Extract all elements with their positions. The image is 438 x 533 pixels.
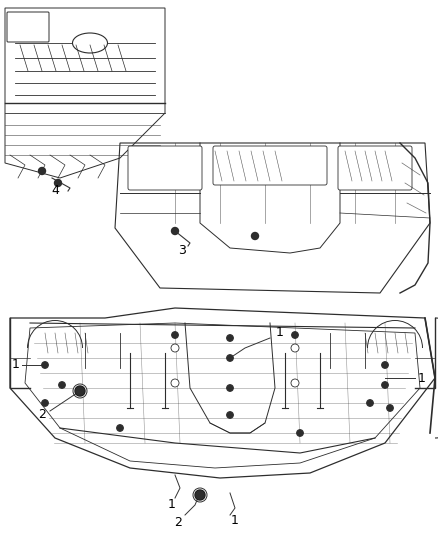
Circle shape <box>382 362 388 368</box>
Text: 1: 1 <box>418 372 426 384</box>
Circle shape <box>291 344 299 352</box>
Circle shape <box>172 228 179 235</box>
FancyBboxPatch shape <box>128 146 202 190</box>
Text: 1: 1 <box>276 327 284 340</box>
Text: 2: 2 <box>38 408 46 422</box>
Circle shape <box>117 425 123 431</box>
Circle shape <box>195 490 205 500</box>
Circle shape <box>196 491 204 499</box>
Text: 3: 3 <box>178 245 186 257</box>
Circle shape <box>73 384 87 398</box>
Circle shape <box>291 379 299 387</box>
Circle shape <box>297 430 303 436</box>
Circle shape <box>387 405 393 411</box>
Circle shape <box>227 335 233 341</box>
Circle shape <box>75 386 85 396</box>
Text: 1: 1 <box>168 498 176 512</box>
Ellipse shape <box>73 33 107 53</box>
Circle shape <box>227 412 233 418</box>
FancyBboxPatch shape <box>338 146 412 190</box>
FancyBboxPatch shape <box>213 146 327 185</box>
Text: 4: 4 <box>51 184 59 198</box>
Circle shape <box>171 379 179 387</box>
Circle shape <box>251 232 258 239</box>
Text: 2: 2 <box>174 516 182 529</box>
Circle shape <box>171 344 179 352</box>
Circle shape <box>382 382 388 388</box>
Circle shape <box>42 400 48 406</box>
Circle shape <box>59 382 65 388</box>
Circle shape <box>39 167 46 174</box>
Circle shape <box>227 385 233 391</box>
Circle shape <box>54 180 61 187</box>
Circle shape <box>227 355 233 361</box>
Circle shape <box>292 332 298 338</box>
Text: 1: 1 <box>12 359 20 372</box>
Circle shape <box>42 362 48 368</box>
FancyBboxPatch shape <box>7 12 49 42</box>
Text: 1: 1 <box>231 514 239 528</box>
Circle shape <box>193 488 207 502</box>
Circle shape <box>76 387 84 395</box>
Circle shape <box>367 400 373 406</box>
Circle shape <box>172 332 178 338</box>
